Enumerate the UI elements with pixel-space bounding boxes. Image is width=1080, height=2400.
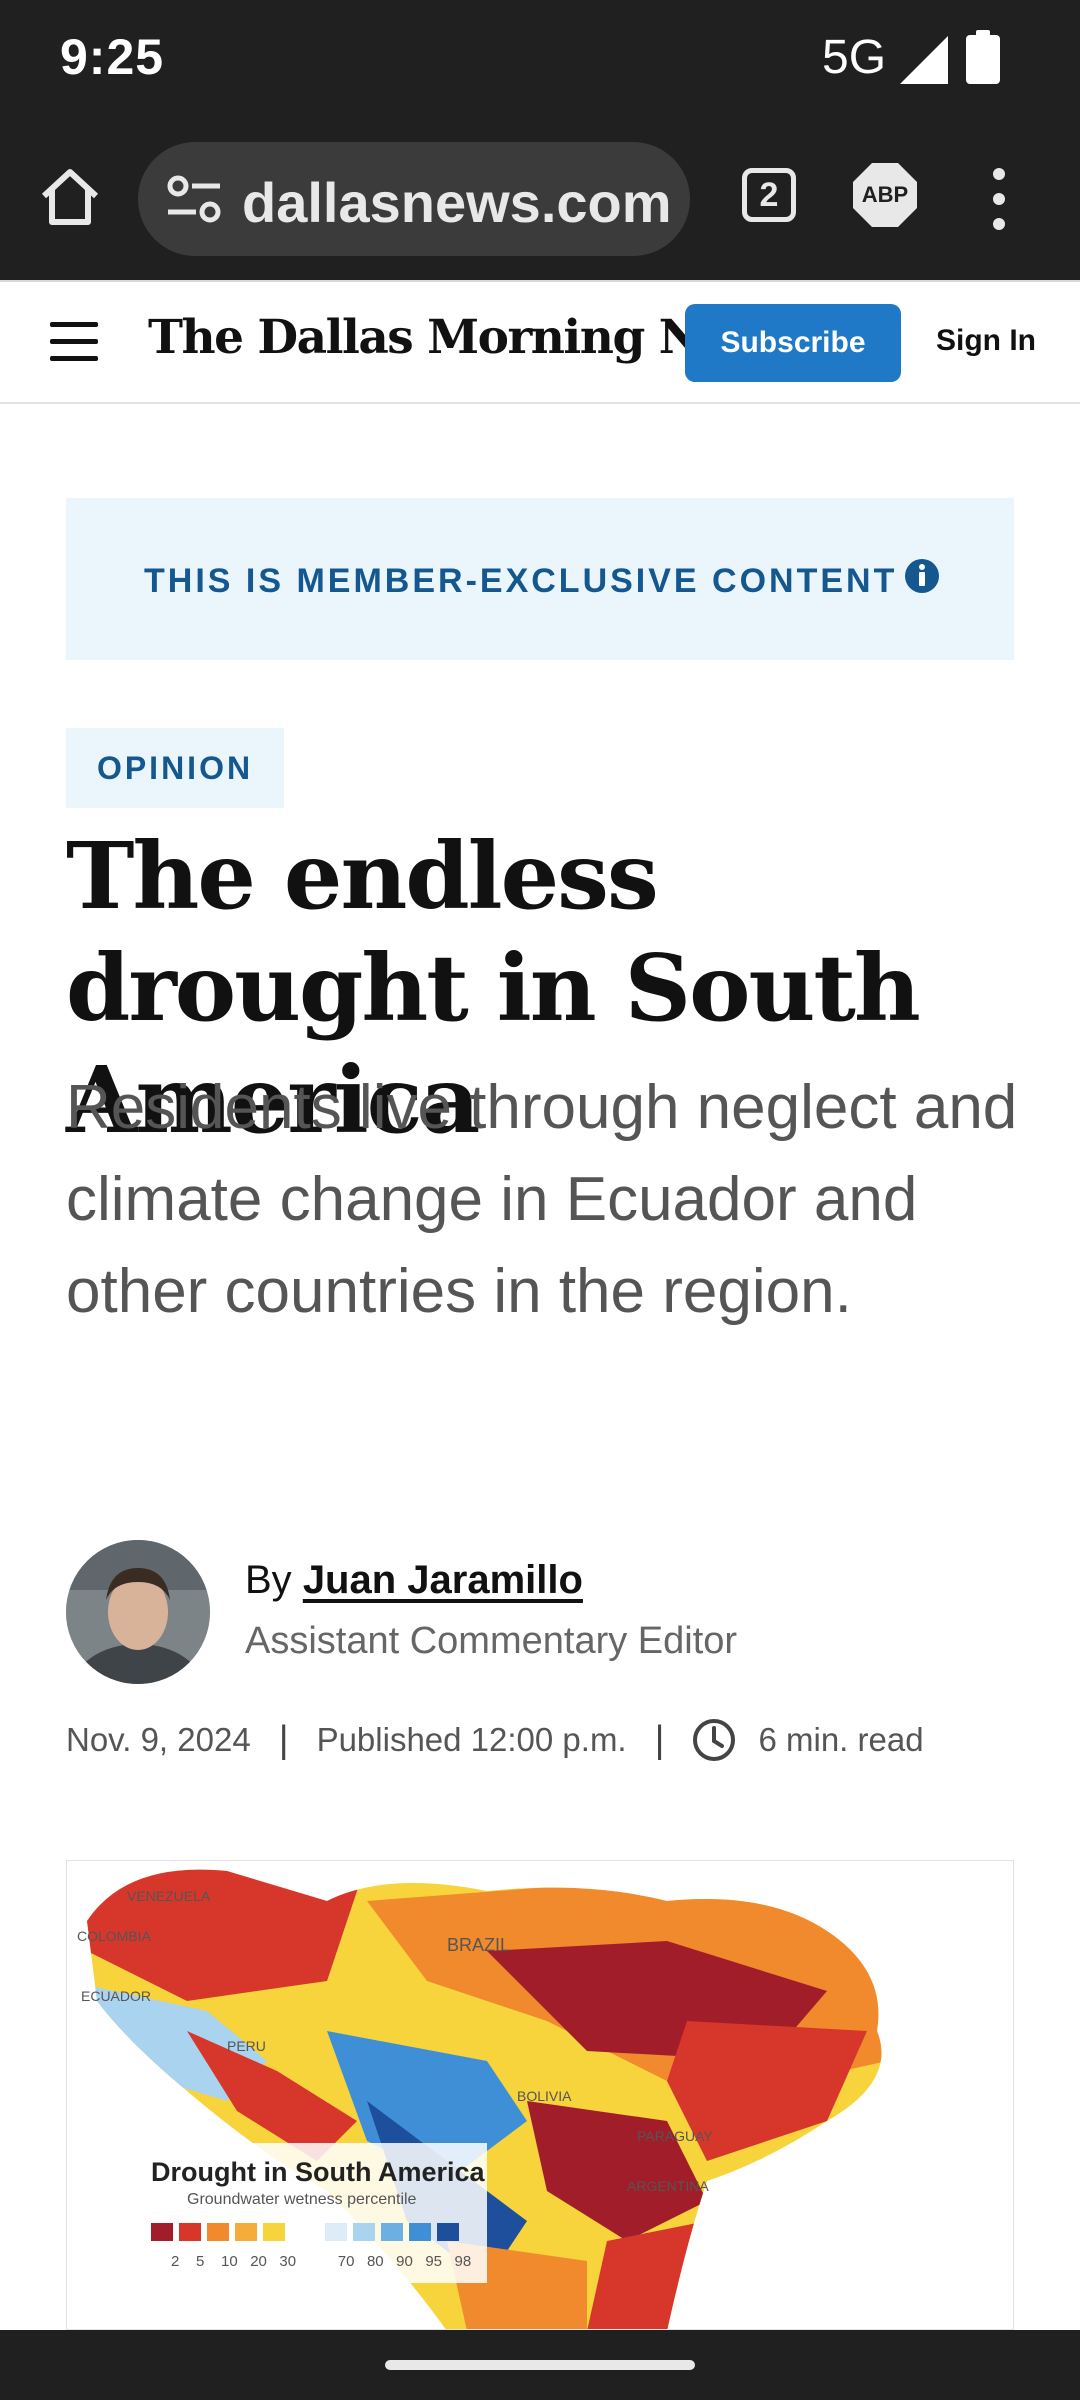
meta-separator: | <box>278 1718 289 1761</box>
author-role: Assistant Commentary Editor <box>245 1620 738 1662</box>
site-header: The Dallas Morning News Subscribe Sign I… <box>0 280 1080 404</box>
map-legend-ticks: 2 5 10 20 30 70 80 90 95 98 <box>171 2253 472 2270</box>
drought-map: VENEZUELA COLOMBIA ECUADOR PERU BRAZIL B… <box>77 1869 882 2329</box>
clock-icon <box>693 1719 736 1761</box>
avatar[interactable] <box>66 1540 210 1684</box>
signal-icon <box>900 36 948 84</box>
address-bar[interactable]: dallasnews.com <box>138 142 690 256</box>
home-icon[interactable] <box>36 162 104 230</box>
home-gesture-handle[interactable] <box>385 2360 695 2370</box>
member-banner-text: THIS IS MEMBER-EXCLUSIVE CONTENT <box>144 562 898 600</box>
section-tag[interactable]: OPINION <box>66 728 284 808</box>
publish-time: Published 12:00 p.m. <box>316 1721 627 1758</box>
map-label-paraguay: PARAGUAY <box>637 2128 713 2144</box>
map-legend-title: Drought in South America <box>151 2157 485 2187</box>
map-label-brazil: BRAZIL <box>447 1935 510 1955</box>
map-label-bolivia: BOLIVIA <box>517 2088 572 2104</box>
map-legend-subtitle: Groundwater wetness percentile <box>187 2191 417 2208</box>
map-label-ecuador: ECUADOR <box>81 1988 151 2004</box>
status-time: 9:25 <box>60 29 165 85</box>
abp-label: ABP <box>861 182 909 207</box>
meta-separator: | <box>654 1718 665 1761</box>
browser-toolbar: dallasnews.com 2 ABP <box>0 120 1080 280</box>
abp-icon[interactable]: ABP <box>852 162 918 228</box>
tabs-icon[interactable]: 2 <box>742 168 796 222</box>
status-bar: 9:25 5G <box>0 0 1080 120</box>
read-time: 6 min. read <box>758 1721 924 1758</box>
hamburger-menu-icon[interactable] <box>50 322 98 362</box>
sign-in-link[interactable]: Sign In <box>936 324 1036 357</box>
subscribe-button[interactable]: Subscribe <box>685 304 901 382</box>
network-type: 5G <box>822 31 887 84</box>
url-text[interactable]: dallasnews.com <box>242 171 672 234</box>
site-settings-icon[interactable] <box>166 174 222 224</box>
article-headline: The endless drought in South America <box>66 822 921 1154</box>
article-subhead: Residents live through neglect and clima… <box>66 1073 1018 1326</box>
map-label-peru: PERU <box>227 2038 266 2054</box>
info-icon[interactable] <box>904 558 940 594</box>
author-link[interactable]: Juan Jaramillo <box>302 1558 583 1602</box>
map-label-venezuela: VENEZUELA <box>127 1888 211 1904</box>
battery-icon <box>966 30 1000 84</box>
more-options-icon[interactable] <box>984 164 1014 234</box>
map-label-colombia: COLOMBIA <box>77 1928 152 1944</box>
byline-prefix: By <box>245 1558 292 1602</box>
map-label-argentina: ARGENTINA <box>627 2178 709 2194</box>
byline: By Juan Jaramillo <box>245 1558 583 1603</box>
publish-date: Nov. 9, 2024 <box>66 1721 251 1758</box>
member-exclusive-banner: THIS IS MEMBER-EXCLUSIVE CONTENT <box>66 498 1014 660</box>
legend-swatches <box>151 2223 459 2241</box>
article-meta: Nov. 9, 2024 | Published 12:00 p.m. | 6 … <box>66 1718 924 1762</box>
article-image[interactable]: VENEZUELA COLOMBIA ECUADOR PERU BRAZIL B… <box>66 1860 1014 2330</box>
system-nav-bar <box>0 2330 1080 2400</box>
